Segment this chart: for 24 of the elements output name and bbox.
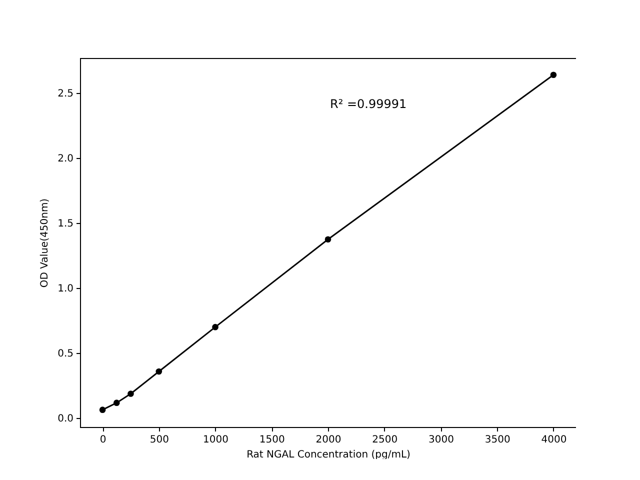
x-tick-label: 0 <box>100 434 106 446</box>
point <box>156 368 162 375</box>
point <box>550 72 557 78</box>
point <box>99 406 106 414</box>
annotation: R² =0.99991 <box>330 97 407 112</box>
y-tick-label: 0.5 <box>58 348 74 360</box>
x-tick-label: 3000 <box>428 434 454 446</box>
y-tick-label: 1.0 <box>58 283 74 294</box>
y-tick-label: 2.0 <box>58 154 74 165</box>
point <box>128 390 134 397</box>
point <box>324 236 332 243</box>
x-tick-label: 4000 <box>541 434 567 446</box>
y-tick-label: 2.5 <box>58 88 74 100</box>
x-tick-label: 3500 <box>484 434 510 446</box>
x-tick-label: 2000 <box>316 434 342 446</box>
x-tick-label: 500 <box>150 434 169 446</box>
y-tick-label: 0.0 <box>58 413 74 424</box>
point <box>212 324 218 330</box>
point <box>113 400 120 406</box>
x-tick-label: 2500 <box>372 434 398 446</box>
x-tick-label: 1500 <box>259 434 285 446</box>
y-tick-label: 1.5 <box>58 218 74 230</box>
x-tick-label: 1000 <box>203 434 228 446</box>
y-axis-title: OD Value(450nm) <box>40 198 51 288</box>
